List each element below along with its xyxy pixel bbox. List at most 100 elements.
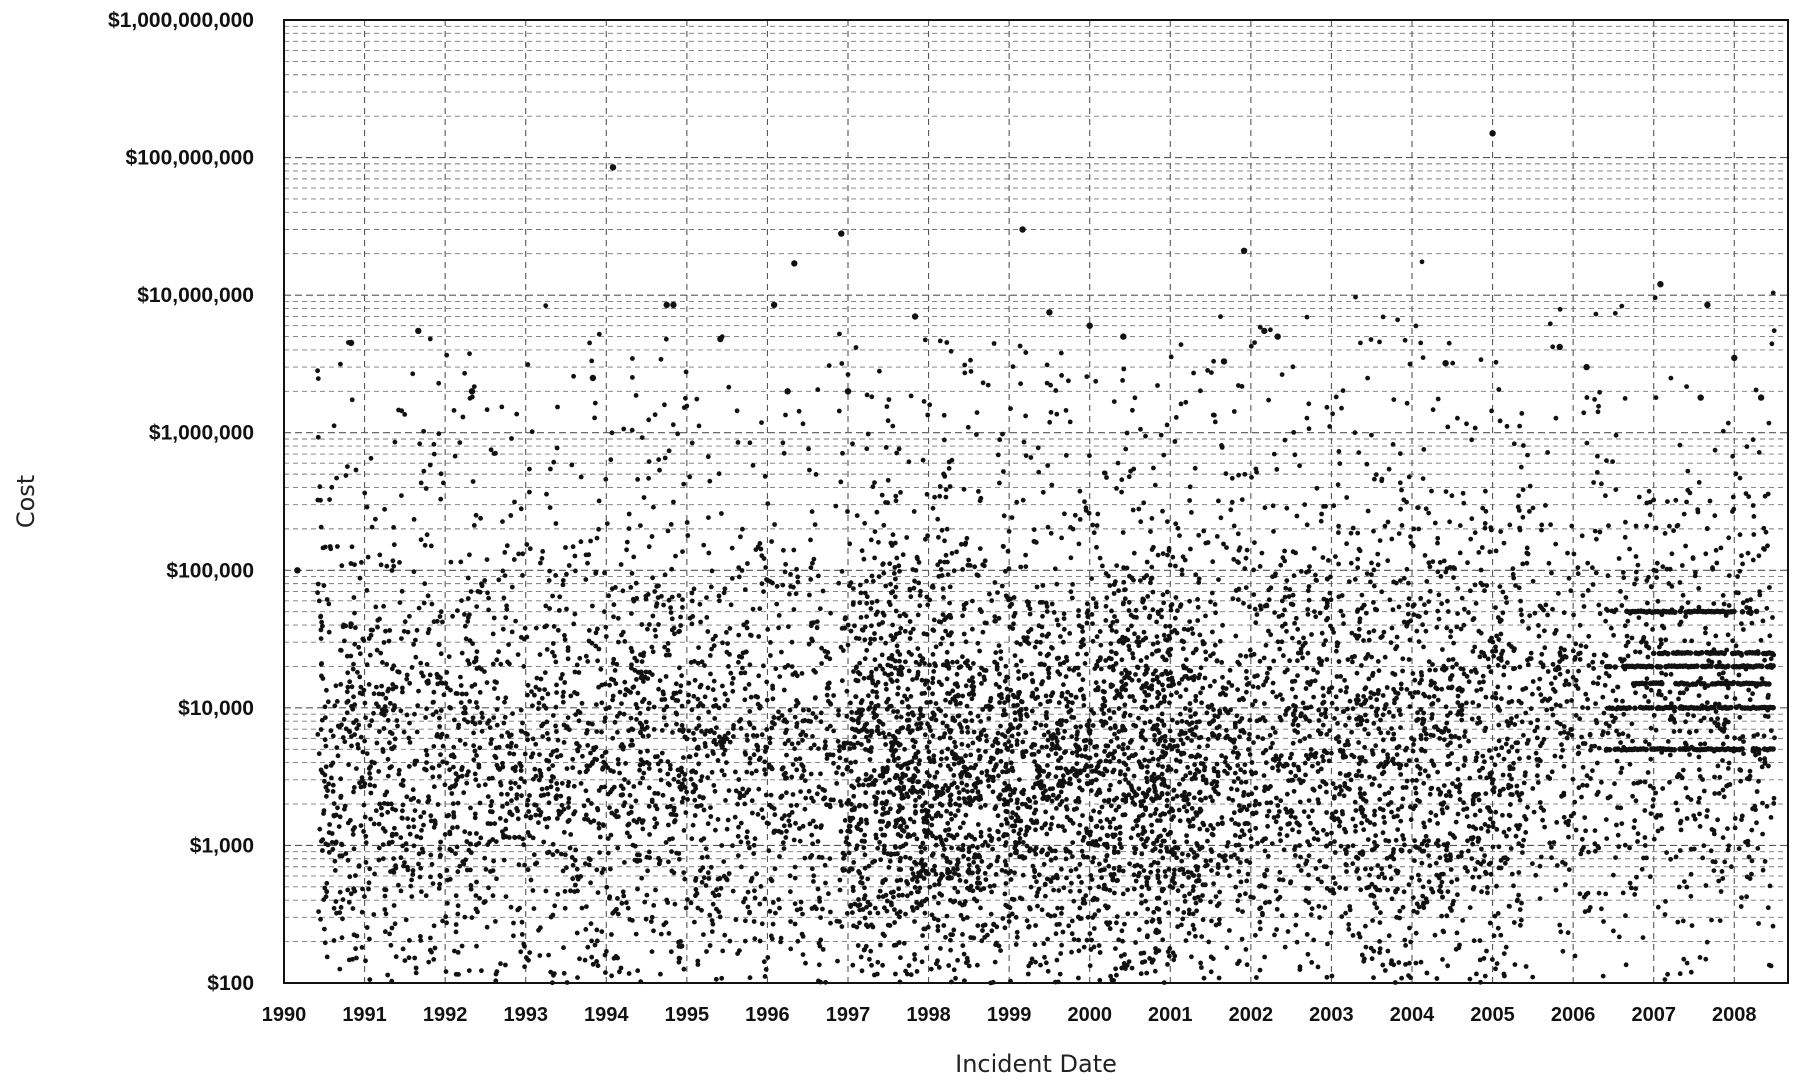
data-point bbox=[717, 739, 723, 745]
data-point bbox=[897, 914, 902, 920]
data-point bbox=[626, 811, 632, 816]
data-point bbox=[1157, 919, 1163, 925]
data-point bbox=[1152, 482, 1158, 488]
data-point bbox=[645, 626, 650, 632]
data-point bbox=[875, 959, 881, 965]
data-point bbox=[903, 841, 909, 847]
data-point bbox=[482, 578, 488, 583]
data-point bbox=[473, 512, 479, 518]
data-point bbox=[982, 802, 988, 808]
data-point bbox=[1064, 875, 1069, 881]
data-point bbox=[463, 691, 469, 697]
data-point bbox=[567, 727, 572, 733]
data-point bbox=[505, 659, 510, 665]
data-point bbox=[527, 489, 532, 495]
data-point bbox=[550, 713, 556, 718]
data-point bbox=[839, 678, 845, 684]
data-point bbox=[957, 878, 963, 883]
data-point bbox=[1188, 714, 1194, 719]
data-point bbox=[1064, 797, 1069, 802]
data-point bbox=[1028, 817, 1034, 823]
data-point bbox=[378, 562, 384, 568]
data-point bbox=[455, 903, 461, 909]
data-point bbox=[862, 865, 868, 871]
data-point bbox=[1167, 700, 1172, 706]
data-point bbox=[868, 948, 874, 954]
data-point bbox=[762, 767, 767, 773]
data-point bbox=[674, 721, 679, 727]
data-point bbox=[728, 602, 734, 608]
data-point bbox=[416, 851, 422, 857]
data-point bbox=[861, 947, 867, 953]
data-point bbox=[1165, 962, 1170, 967]
data-point bbox=[736, 574, 742, 580]
data-point bbox=[363, 958, 368, 964]
data-point bbox=[1123, 762, 1129, 768]
data-point bbox=[573, 568, 578, 574]
data-point bbox=[783, 561, 788, 567]
data-point bbox=[1066, 923, 1072, 929]
data-point bbox=[560, 578, 566, 583]
data-point bbox=[672, 819, 677, 825]
data-point bbox=[1190, 731, 1196, 737]
data-point bbox=[944, 808, 949, 814]
data-point bbox=[565, 819, 571, 824]
data-point bbox=[360, 886, 365, 892]
data-point bbox=[461, 710, 466, 716]
data-point bbox=[608, 457, 614, 463]
data-point bbox=[752, 895, 758, 901]
data-point bbox=[1198, 665, 1204, 671]
data-point bbox=[875, 910, 881, 916]
data-point bbox=[646, 459, 652, 464]
data-point bbox=[332, 858, 338, 864]
data-point bbox=[1194, 841, 1200, 846]
data-point bbox=[360, 636, 366, 642]
data-point bbox=[812, 695, 818, 701]
data-point bbox=[750, 463, 756, 468]
data-point bbox=[559, 780, 565, 786]
data-point bbox=[888, 581, 893, 587]
data-point bbox=[793, 820, 798, 826]
data-point bbox=[1042, 954, 1047, 960]
data-point bbox=[953, 744, 958, 750]
data-point bbox=[906, 777, 912, 783]
data-point bbox=[779, 816, 785, 821]
data-point bbox=[636, 816, 642, 822]
data-point bbox=[349, 743, 354, 749]
data-point bbox=[680, 597, 685, 602]
data-point bbox=[722, 733, 728, 739]
data-point bbox=[1165, 791, 1170, 797]
data-point bbox=[861, 725, 867, 731]
data-point bbox=[677, 689, 683, 695]
data-point bbox=[630, 356, 635, 361]
data-point bbox=[819, 661, 824, 666]
data-point bbox=[896, 886, 902, 892]
data-point bbox=[1023, 730, 1029, 735]
data-point bbox=[1004, 674, 1009, 680]
data-point bbox=[512, 768, 518, 774]
data-point bbox=[546, 815, 552, 821]
data-point bbox=[1103, 858, 1108, 863]
data-point bbox=[844, 688, 850, 694]
data-point bbox=[849, 716, 855, 722]
data-point bbox=[424, 706, 429, 712]
data-point bbox=[995, 590, 1000, 595]
data-point bbox=[1200, 685, 1206, 691]
data-point bbox=[561, 806, 567, 812]
data-point bbox=[429, 949, 434, 955]
data-point bbox=[533, 812, 539, 818]
data-point bbox=[985, 932, 990, 938]
data-point bbox=[385, 972, 391, 978]
data-point bbox=[824, 756, 830, 761]
data-point bbox=[316, 751, 322, 757]
data-point bbox=[343, 473, 349, 478]
data-point bbox=[744, 625, 750, 631]
data-point bbox=[779, 766, 785, 772]
data-point bbox=[1119, 687, 1125, 692]
data-point bbox=[380, 660, 385, 665]
data-point bbox=[638, 523, 643, 528]
data-point bbox=[502, 714, 508, 720]
data-point bbox=[453, 971, 459, 977]
data-point bbox=[952, 739, 957, 745]
data-point bbox=[629, 571, 635, 576]
